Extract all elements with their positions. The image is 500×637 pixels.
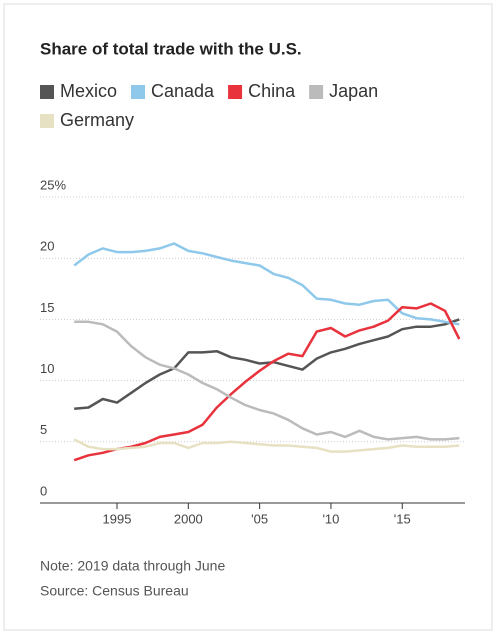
chart-title: Share of total trade with the U.S. (40, 39, 302, 58)
legend-swatch (309, 85, 324, 99)
legend-label: Canada (151, 81, 215, 101)
source: Source: Census Bureau (40, 583, 189, 599)
x-tick-label: '15 (394, 511, 411, 526)
legend-label: China (248, 81, 296, 101)
x-tick-label: 2000 (174, 511, 203, 526)
x-tick-label: '10 (322, 511, 339, 526)
legend-swatch (131, 85, 146, 99)
y-tick-label: 0 (40, 483, 47, 498)
legend-label: Mexico (60, 81, 117, 101)
series-line (74, 318, 460, 411)
y-tick-label: 10 (40, 361, 54, 376)
legend-label: Germany (60, 110, 134, 130)
series-line (73, 438, 460, 453)
y-tick-label: 25% (40, 177, 66, 192)
y-tick-label: 15 (40, 300, 54, 315)
note: Note: 2019 data through June (40, 558, 225, 574)
series-line (74, 320, 460, 441)
x-tick-label: 1995 (103, 511, 132, 526)
legend-swatch (40, 85, 54, 99)
y-tick-label: 5 (40, 422, 47, 437)
legend-swatch (40, 114, 54, 128)
y-tick-label: 20 (40, 239, 54, 254)
legend-label: Japan (329, 81, 378, 101)
series-line (73, 242, 460, 326)
legend-swatch (228, 85, 243, 99)
x-tick-label: '05 (251, 511, 268, 526)
series-line (73, 302, 461, 462)
